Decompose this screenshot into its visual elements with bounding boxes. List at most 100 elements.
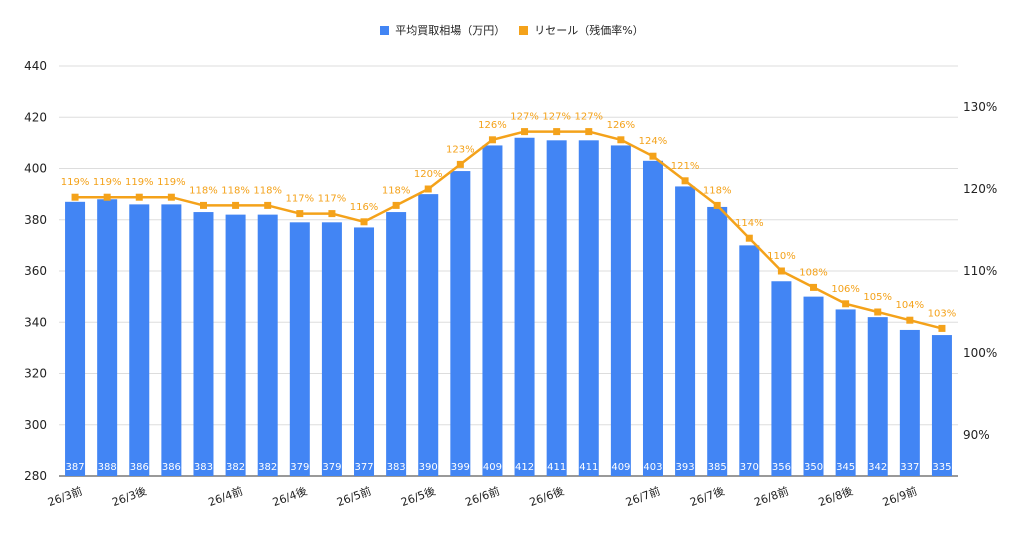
- line-point: [649, 152, 657, 160]
- bar-data-label: 342: [868, 462, 887, 473]
- bar: [97, 199, 118, 476]
- line-point: [521, 128, 529, 136]
- bar: [129, 204, 150, 476]
- line-data-label: 110%: [767, 251, 796, 262]
- line-point: [553, 128, 561, 136]
- bar-data-label: 382: [226, 462, 245, 473]
- line-data-label: 106%: [831, 284, 860, 295]
- line-data-label: 127%: [510, 112, 539, 123]
- bar-data-label: 379: [290, 462, 309, 473]
- x-tick-label: 26/6後: [527, 484, 565, 509]
- line-data-label: 126%: [478, 120, 507, 131]
- line-data-label: 119%: [61, 177, 90, 188]
- line-point: [488, 136, 496, 144]
- line-data-label: 118%: [703, 185, 732, 196]
- y-right-tick-label: 120%: [963, 182, 997, 196]
- line-data-label: 127%: [542, 112, 571, 123]
- line-point: [135, 193, 143, 201]
- line-data-label: 105%: [863, 292, 892, 303]
- line-point: [328, 210, 336, 218]
- bar-data-label: 399: [451, 462, 470, 473]
- bar: [771, 281, 792, 476]
- line-point: [296, 210, 304, 218]
- line-point: [424, 185, 432, 193]
- line-point: [938, 324, 946, 332]
- bar: [450, 171, 471, 476]
- line-data-label: 108%: [799, 267, 828, 278]
- bar-data-label: 386: [130, 462, 149, 473]
- y-left-tick-label: 440: [24, 59, 47, 73]
- line-point: [874, 308, 882, 316]
- bar: [867, 317, 888, 476]
- line-data-label: 119%: [93, 177, 122, 188]
- bar-data-label: 403: [643, 462, 662, 473]
- bar: [899, 329, 920, 476]
- x-tick-label: 26/8後: [816, 484, 854, 509]
- bar-data-label: 337: [900, 462, 919, 473]
- line-point: [617, 136, 625, 144]
- line-data-label: 104%: [896, 300, 925, 311]
- line-point: [810, 283, 818, 291]
- line-data-label: 118%: [382, 185, 411, 196]
- bar: [161, 204, 182, 476]
- bar: [931, 335, 952, 476]
- bar: [835, 309, 856, 476]
- bar: [418, 194, 439, 476]
- line-data-label: 103%: [928, 308, 957, 319]
- bar-data-label: 370: [740, 462, 759, 473]
- x-tick-label: 26/4後: [270, 484, 308, 509]
- line-point: [71, 193, 79, 201]
- line-point: [777, 267, 785, 275]
- bar-data-label: 379: [322, 462, 341, 473]
- line-point: [392, 201, 400, 209]
- y-right-tick-label: 90%: [963, 428, 990, 442]
- line-point: [681, 177, 689, 185]
- bar-data-label: 383: [387, 462, 406, 473]
- bar: [578, 140, 599, 476]
- bar: [386, 212, 407, 476]
- bar: [803, 296, 824, 476]
- x-tick-label: 26/6前: [463, 484, 501, 509]
- line-point: [199, 201, 207, 209]
- x-tick-label: 26/5前: [335, 484, 373, 509]
- bar-data-label: 345: [836, 462, 855, 473]
- bar: [193, 212, 214, 476]
- x-tick-label: 26/4前: [206, 484, 244, 509]
- line-point: [264, 201, 272, 209]
- y-left-tick-label: 320: [24, 367, 47, 381]
- line-point: [360, 218, 368, 226]
- bar: [257, 214, 278, 476]
- legend-swatch-bar: [380, 25, 390, 35]
- y-left-tick-label: 400: [24, 162, 47, 176]
- bar: [482, 145, 503, 476]
- x-tick-label: 26/3後: [110, 484, 148, 509]
- y-right-tick-label: 100%: [963, 346, 997, 360]
- x-tick-label: 26/9前: [881, 484, 919, 509]
- line-point: [585, 128, 593, 136]
- x-tick-label: 26/5後: [399, 484, 437, 509]
- x-tick-label: 26/3前: [46, 484, 84, 509]
- bar-data-label: 350: [804, 462, 823, 473]
- bar: [354, 227, 375, 476]
- line-point: [456, 160, 464, 168]
- bar: [675, 186, 696, 476]
- line-point: [167, 193, 175, 201]
- y-right-tick-label: 110%: [963, 264, 997, 278]
- line-data-label: 127%: [574, 112, 603, 123]
- bar-data-label: 356: [772, 462, 791, 473]
- line-data-label: 126%: [607, 120, 636, 131]
- line-point: [713, 201, 721, 209]
- bar: [65, 201, 86, 476]
- bar: [707, 206, 728, 476]
- bar-data-label: 393: [676, 462, 695, 473]
- bar: [225, 214, 246, 476]
- bar-data-label: 335: [932, 462, 951, 473]
- line-point: [842, 300, 850, 308]
- line-data-label: 119%: [125, 177, 154, 188]
- bar-data-label: 390: [419, 462, 438, 473]
- bar-data-label: 382: [258, 462, 277, 473]
- bar: [514, 137, 535, 476]
- line-point: [232, 201, 240, 209]
